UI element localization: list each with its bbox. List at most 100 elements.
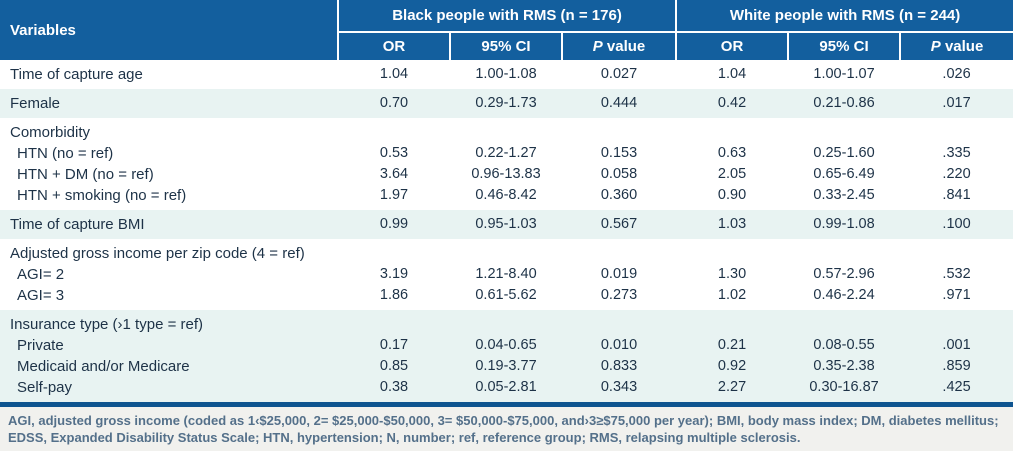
- cell-value: .001: [942, 337, 971, 353]
- value-cell: 1.30 1.02: [676, 239, 788, 310]
- cell-value: 0.57-2.96: [813, 266, 875, 282]
- cell-value: [900, 243, 1013, 264]
- group-header-white: White people with RMS (n = 244): [675, 0, 1013, 33]
- row-label: Time of capture age: [10, 66, 143, 83]
- value-cell: 1.21-8.40 0.61-5.62: [450, 239, 562, 310]
- col-header-white-or: OR: [675, 32, 789, 60]
- cell-value: 0.833: [600, 358, 638, 374]
- value-cell: 0.99-1.08: [788, 210, 901, 239]
- value-cell: 0.22-1.27 0.96-13.83 0.46-8.42: [450, 118, 562, 210]
- cell-value: [676, 314, 788, 335]
- value-cell: 0.21-0.86: [788, 89, 901, 118]
- cell-value: 0.22-1.27: [475, 145, 537, 161]
- table-row: Female 0.70 0.29-1.73 0.444 0.42 0.21-0.86 .01…: [0, 89, 1013, 118]
- cell-value: 2.27: [717, 379, 747, 395]
- cell-value: 2.05: [717, 166, 747, 182]
- cell-value: 0.04-0.65: [475, 337, 537, 353]
- cell-value: 0.33-2.45: [813, 187, 875, 203]
- cell-value: 0.360: [600, 187, 638, 203]
- cell-value: .335: [942, 145, 971, 161]
- value-cell: 1.03: [676, 210, 789, 239]
- cell-value: 0.96-13.83: [471, 166, 541, 182]
- row-label-cell: Insurance type (›1 type = ref) Private Med…: [0, 310, 338, 402]
- variables-column-header: Variables: [0, 0, 338, 60]
- cell-value: 1.97: [379, 187, 409, 203]
- cell-value: 0.61-5.62: [475, 287, 537, 303]
- row-label: Time of capture BMI: [10, 216, 145, 233]
- col-header-black-ci: 95% CI: [449, 32, 562, 60]
- cell-value: [338, 243, 450, 264]
- cell-value: 0.010: [600, 337, 638, 353]
- table-row: Time of capture BMI 0.99 0.95-1.03 0.567 1.0…: [0, 210, 1013, 239]
- cell-value: 0.05-2.81: [475, 379, 537, 395]
- row-label: Female: [10, 95, 61, 112]
- row-label: AGI= 3: [17, 287, 65, 304]
- cell-value: 3.64: [379, 166, 409, 182]
- row-label: HTN + smoking (no = ref): [17, 187, 187, 204]
- value-cell: 1.00-1.08: [450, 60, 562, 89]
- value-cell: 0.567: [562, 210, 677, 239]
- value-cell: .532 .971: [900, 239, 1013, 310]
- row-label-cell: Female: [0, 89, 338, 118]
- cell-value: 1.00-1.08: [475, 66, 537, 82]
- cell-value: 0.019: [600, 266, 638, 282]
- value-cell: .017: [900, 89, 1013, 118]
- cell-value: 1.86: [379, 287, 409, 303]
- table-footnote: AGI, adjusted gross income (coded as 1‹$…: [0, 407, 1013, 451]
- value-cell: 0.53 3.64 1.97: [338, 118, 450, 210]
- value-cell: 0.04-0.65 0.19-3.77 0.05-2.81: [450, 310, 562, 402]
- value-cell: 0.57-2.96 0.46-2.24: [788, 239, 900, 310]
- cell-value: 0.53: [379, 145, 409, 161]
- cell-value: 1.04: [717, 66, 747, 82]
- cell-value: 0.85: [379, 358, 409, 374]
- cell-value: [450, 122, 562, 143]
- value-cell: .335 .220 .841: [900, 118, 1013, 210]
- row-label-cell: Time of capture age: [0, 60, 338, 89]
- value-cell: .001 .859 .425: [900, 310, 1013, 402]
- cell-value: 0.21: [717, 337, 747, 353]
- value-cell: 0.70: [338, 89, 450, 118]
- value-cell: 0.027: [562, 60, 676, 89]
- cell-value: [788, 243, 900, 264]
- cell-value: 1.30: [717, 266, 747, 282]
- cell-value: [562, 243, 676, 264]
- footnote-line-1: AGI, adjusted gross income (coded as 1‹$…: [8, 413, 999, 428]
- cell-value: 0.92: [717, 358, 747, 374]
- value-cell: 0.17 0.85 0.38: [338, 310, 450, 402]
- cell-value: .532: [942, 266, 971, 282]
- cell-value: 0.273: [600, 287, 638, 303]
- cell-value: 1.04: [379, 66, 409, 82]
- cell-value: 0.343: [600, 379, 638, 395]
- cell-value: [562, 314, 676, 335]
- cell-value: 0.153: [600, 145, 638, 161]
- cell-value: 1.00-1.07: [813, 66, 875, 82]
- cell-value: 0.65-6.49: [813, 166, 875, 182]
- cell-value: 0.567: [600, 216, 638, 232]
- cell-value: 1.21-8.40: [475, 266, 537, 282]
- cell-value: .220: [942, 166, 971, 182]
- value-cell: .026: [900, 60, 1013, 89]
- cell-value: [562, 122, 676, 143]
- cell-value: .100: [942, 216, 971, 232]
- row-label: HTN (no = ref): [17, 145, 114, 162]
- table-row: Adjusted gross income per zip code (4 = …: [0, 239, 1013, 310]
- row-group-label: Adjusted gross income per zip code (4 = …: [10, 245, 305, 262]
- row-group-label: Comorbidity: [10, 124, 91, 141]
- cell-value: 0.46-2.24: [813, 287, 875, 303]
- cell-value: .026: [942, 66, 971, 82]
- cell-value: [676, 122, 788, 143]
- cell-value: [900, 314, 1013, 335]
- cell-value: 0.38: [379, 379, 409, 395]
- table-row: Insurance type (›1 type = ref) Private Med…: [0, 310, 1013, 402]
- cell-value: 0.46-8.42: [475, 187, 537, 203]
- cell-value: 0.027: [600, 66, 638, 82]
- cell-value: 0.95-1.03: [475, 216, 537, 232]
- cell-value: 0.42: [717, 95, 747, 111]
- cell-value: 0.444: [600, 95, 638, 111]
- value-cell: 0.21 0.92 2.27: [676, 310, 789, 402]
- cell-value: [450, 243, 562, 264]
- value-cell: 0.019 0.273: [562, 239, 676, 310]
- cell-value: .425: [942, 379, 971, 395]
- cell-value: 0.90: [717, 187, 747, 203]
